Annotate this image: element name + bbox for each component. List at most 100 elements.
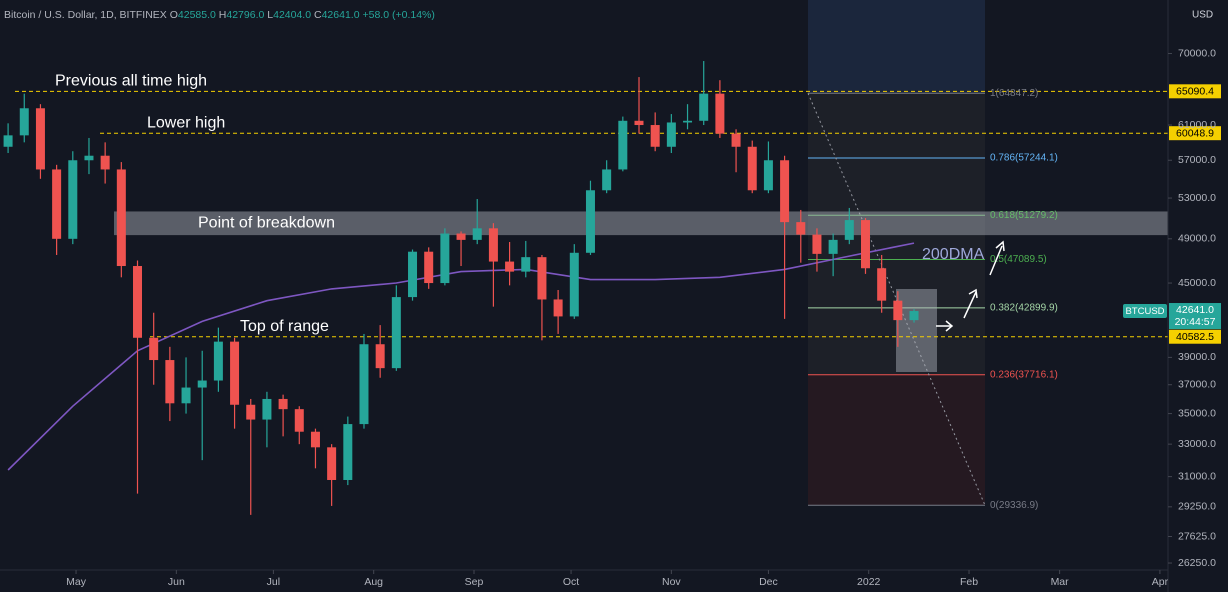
fib-zone: [808, 374, 985, 506]
candle-body: [877, 268, 887, 301]
candle-body: [408, 251, 418, 298]
y-tick-label: 27625.0: [1178, 530, 1216, 542]
ticker-tag: [1123, 304, 1167, 319]
candle-body: [731, 133, 741, 147]
candle-body: [780, 160, 790, 223]
candle-body: [844, 220, 854, 240]
x-tick-label: Apr: [1152, 576, 1169, 588]
candle-body: [197, 380, 207, 388]
level-tag: [1169, 84, 1221, 99]
x-tick-label: 2022: [857, 576, 881, 588]
axis-layer: 65090.4 60048.9 40582.5 70000.0 61000.0 57000…: [66, 10, 1221, 588]
ohlc-value: 42585.0: [177, 9, 216, 21]
breakdown-zone: [114, 211, 1168, 236]
x-tick-label: Feb: [960, 576, 978, 588]
candle-body: [149, 337, 159, 361]
price-label: 42641.0: [1176, 304, 1214, 316]
candle-body: [456, 233, 466, 240]
y-tick-label: 35000.0: [1178, 407, 1216, 419]
x-tick-label: Aug: [364, 576, 383, 588]
candle-body: [812, 234, 822, 254]
x-tick-label: Oct: [563, 576, 579, 588]
candle-body: [100, 155, 110, 170]
y-tick-label: 61000.0: [1178, 119, 1216, 131]
moving-average: [7, 242, 915, 471]
y-tick-label: 39000.0: [1178, 351, 1216, 363]
candle-body: [84, 155, 94, 161]
symbol: Bitcoin / U.S. Dollar, 1D, BITFINEX: [4, 9, 167, 21]
ohlc-value: 42641.0: [321, 9, 360, 21]
fib-label: 0.236(37716.1): [990, 369, 1058, 380]
annotation: Previous all time high: [55, 73, 207, 90]
annotation: Top of range: [240, 318, 329, 335]
candle-body: [634, 120, 644, 126]
candle-body: [505, 261, 515, 272]
ohlc-key: O: [169, 9, 178, 21]
fib-label: 0.786(57244.1): [990, 153, 1058, 164]
candle-body: [699, 93, 709, 121]
candle-body: [343, 424, 353, 480]
currency: USD: [1192, 10, 1213, 21]
candle-body: [391, 297, 401, 369]
candle-body: [3, 135, 13, 147]
y-tick-label: 57000.0: [1178, 154, 1216, 166]
y-tick-label: 33000.0: [1178, 438, 1216, 450]
annotation: Lower high: [147, 114, 225, 131]
fib-label: 0.5(47089.5): [990, 254, 1047, 265]
countdown: 20:44:57: [1175, 316, 1216, 328]
candle-body: [262, 398, 272, 420]
candle-body: [666, 122, 676, 147]
x-tick-label: Sep: [465, 576, 484, 588]
candle-body: [585, 190, 595, 253]
y-tick-label: 53000.0: [1178, 192, 1216, 204]
y-tick-label: 37000.0: [1178, 379, 1216, 391]
level-tag-label: 65090.4: [1176, 86, 1214, 98]
candle-body: [796, 222, 806, 235]
candle-body: [537, 257, 547, 300]
arrow: [936, 320, 954, 332]
candle-body: [472, 228, 482, 240]
candle-body: [860, 220, 870, 269]
candle-body: [19, 108, 29, 136]
candle-body: [715, 93, 725, 134]
candle-body: [553, 299, 563, 317]
level-tag: [1169, 329, 1221, 344]
candle-body: [181, 387, 191, 404]
y-tick-label: 45000.0: [1178, 277, 1216, 289]
candle-body: [828, 239, 838, 254]
y-tick-label: 49000.0: [1178, 233, 1216, 245]
candle-body: [359, 344, 369, 425]
candle-body: [569, 252, 579, 317]
projection-box: [896, 289, 937, 372]
candle-body: [278, 398, 288, 410]
fib-zone: [808, 0, 985, 94]
candle-body: [440, 233, 450, 284]
candle-body: [165, 360, 175, 404]
ohlc-key: L: [267, 9, 274, 21]
level-tag: [1169, 126, 1221, 141]
y-tick-label: 70000.0: [1178, 47, 1216, 59]
annotation: Point of breakdown: [198, 215, 335, 232]
ohlc-header: O42585.0 H42796.0 L42404.0 C42641.0: [170, 9, 363, 21]
ohlc-key: H: [218, 9, 227, 21]
candle-body: [68, 160, 78, 239]
arrow: [963, 288, 978, 319]
candle-body: [327, 447, 337, 480]
level-tag-label: 40582.5: [1176, 331, 1214, 343]
candle-body: [35, 108, 45, 170]
x-tick-label: Nov: [662, 576, 681, 588]
y-tick-label: 31000.0: [1178, 470, 1216, 482]
candle-body: [909, 311, 919, 321]
fib-label: 0.618(51279.2): [990, 210, 1058, 221]
candle-body: [133, 266, 143, 338]
candle-body: [424, 251, 434, 284]
fib-label: 0.382(42899.9): [990, 303, 1058, 314]
candle-body: [310, 431, 320, 448]
candle-body: [683, 120, 693, 123]
background-layer: [15, 0, 1168, 506]
y-tick-label: 26250.0: [1178, 557, 1216, 569]
arrow: [989, 240, 1005, 276]
plot-layer: [3, 61, 919, 515]
